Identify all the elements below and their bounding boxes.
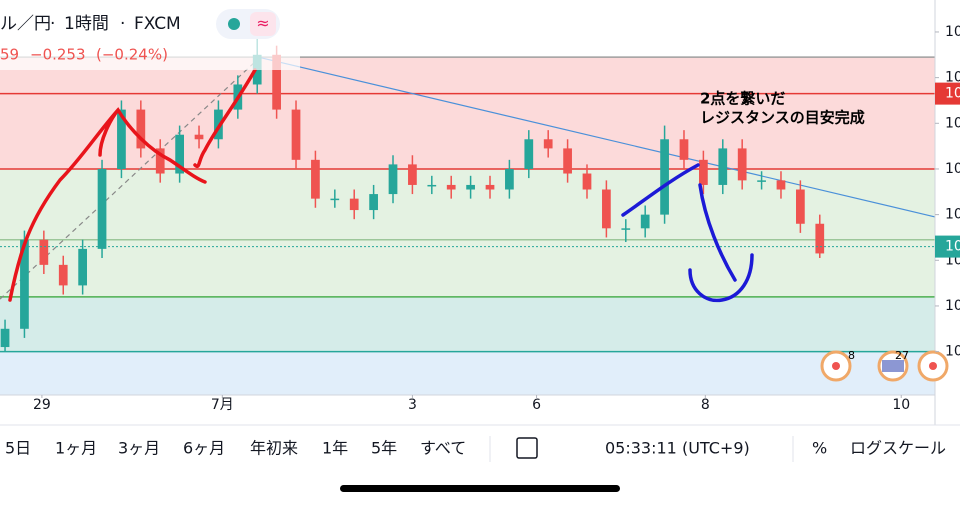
y-tick-label: 10 bbox=[945, 161, 960, 177]
candle-body bbox=[117, 109, 126, 169]
separator: · bbox=[120, 14, 125, 34]
zone bbox=[0, 296, 935, 352]
candle-body bbox=[20, 239, 29, 329]
x-tick-label: 10 bbox=[892, 397, 910, 413]
zone bbox=[0, 168, 935, 297]
percent-toggle[interactable]: % bbox=[812, 439, 827, 458]
candle-body bbox=[466, 184, 475, 190]
change: −0.253 bbox=[30, 46, 86, 64]
candle-body bbox=[39, 239, 49, 265]
candle-body bbox=[408, 164, 417, 185]
range-button[interactable]: すべて bbox=[420, 439, 466, 458]
candle-body bbox=[737, 148, 747, 181]
x-tick-label: 6 bbox=[532, 397, 541, 413]
y-tick-label: 10 bbox=[945, 24, 960, 40]
candle-body bbox=[563, 148, 572, 174]
candle-body bbox=[97, 168, 107, 249]
candle-body bbox=[815, 223, 825, 254]
event-dot bbox=[929, 362, 937, 370]
price: 59 bbox=[0, 46, 19, 64]
price-label: 10 bbox=[945, 239, 960, 255]
candle-body bbox=[796, 189, 805, 224]
clock[interactable]: 05:33:11 (UTC+9) bbox=[605, 439, 750, 458]
y-tick-label: 10 bbox=[945, 70, 960, 86]
x-tick-label: 7月 bbox=[211, 397, 234, 413]
symbol: ル／円 bbox=[0, 14, 51, 34]
y-tick-label: 10 bbox=[945, 207, 960, 223]
candle-body bbox=[272, 54, 281, 110]
separator: · bbox=[50, 14, 55, 34]
candle-body bbox=[78, 248, 88, 286]
event-count: 27 bbox=[895, 349, 909, 362]
price-label-bg bbox=[935, 235, 960, 258]
candle-body bbox=[311, 159, 320, 199]
log-toggle[interactable]: ログスケール bbox=[850, 439, 946, 458]
annotation: レジスタンスの目安完成 bbox=[700, 109, 865, 127]
marker-stroke bbox=[8, 68, 257, 302]
candle-body bbox=[349, 198, 359, 211]
change-pct: (−0.24%) bbox=[96, 46, 168, 64]
chart-area bbox=[0, 38, 936, 395]
range-button[interactable]: 6ヶ月 bbox=[183, 439, 225, 458]
candle-body bbox=[582, 173, 592, 190]
candle-body bbox=[446, 184, 456, 190]
candle-body bbox=[505, 168, 514, 190]
interval[interactable]: 1時間 bbox=[64, 14, 109, 34]
delay-icon: ≈ bbox=[256, 14, 269, 33]
candle-body bbox=[175, 134, 184, 174]
range-button[interactable]: 1年 bbox=[322, 439, 348, 458]
y-tick-label: 10 bbox=[945, 298, 960, 314]
home-indicator bbox=[340, 485, 620, 492]
range-button[interactable]: 3ヶ月 bbox=[118, 439, 160, 458]
candle-body bbox=[291, 109, 301, 160]
x-tick-label: 29 bbox=[33, 397, 51, 413]
range-button[interactable]: 年初来 bbox=[250, 439, 298, 458]
goto-date-icon[interactable] bbox=[516, 437, 538, 459]
candle-body bbox=[330, 198, 340, 201]
range-button[interactable]: 5日 bbox=[5, 439, 31, 458]
candle-body bbox=[136, 109, 146, 149]
price-label: 10 bbox=[945, 86, 960, 102]
market-status bbox=[228, 18, 240, 30]
candle-body bbox=[524, 139, 534, 169]
delay-icon-bg bbox=[250, 12, 276, 36]
candle-body bbox=[427, 184, 437, 187]
candle-body bbox=[0, 328, 10, 348]
flag-icon bbox=[882, 360, 904, 372]
y-tick-label: 10 bbox=[945, 115, 960, 131]
candle-body bbox=[543, 139, 553, 149]
y-tick-label: 10 bbox=[945, 344, 960, 360]
candle-body bbox=[757, 180, 766, 182]
x-tick-label: 3 bbox=[408, 397, 417, 413]
zone bbox=[0, 351, 935, 395]
candle-body bbox=[155, 148, 165, 174]
candle-body bbox=[621, 228, 631, 230]
candle-body bbox=[679, 139, 689, 160]
candle-body bbox=[602, 189, 611, 229]
candle-body bbox=[388, 164, 398, 195]
range-bar: 5日 1ヶ月 3ヶ月 6ヶ月 年初来 1年 5年 すべて bbox=[5, 439, 466, 458]
candle-body bbox=[369, 194, 378, 211]
range-button[interactable]: 1ヶ月 bbox=[55, 439, 97, 458]
marker-stroke bbox=[621, 163, 754, 303]
source: FXCM bbox=[134, 14, 181, 34]
candle-body bbox=[194, 134, 204, 140]
candle-body bbox=[640, 214, 650, 229]
event-dot bbox=[832, 362, 840, 370]
candle-body bbox=[718, 148, 728, 185]
candle-body bbox=[660, 139, 669, 215]
price-label-bg bbox=[935, 82, 960, 105]
annotation: 2点を繋いだ bbox=[700, 90, 785, 108]
event-count: 8 bbox=[848, 349, 855, 362]
range-button[interactable]: 5年 bbox=[371, 439, 397, 458]
candle-body bbox=[776, 180, 786, 190]
trendline bbox=[257, 56, 936, 218]
candle-body bbox=[699, 159, 708, 185]
candle-body bbox=[58, 264, 68, 286]
x-tick-label: 8 bbox=[701, 397, 710, 413]
candle-body bbox=[485, 184, 495, 190]
